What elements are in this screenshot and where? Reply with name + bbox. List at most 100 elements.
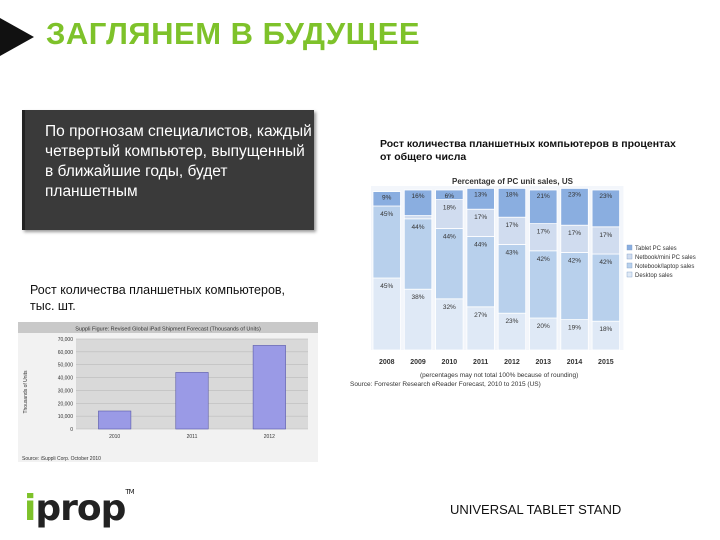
logo-tm: TM — [125, 488, 134, 496]
legend-label: Tablet PC sales — [635, 246, 677, 252]
right-bar-2015-seg3 — [591, 189, 621, 228]
right-data-label: 18% — [443, 205, 456, 212]
caption-percentage: Рост количества планшетных компьютеров в… — [380, 138, 676, 163]
right-bar-2009-seg1 — [403, 218, 433, 290]
right-data-label: 23% — [599, 193, 612, 200]
right-bar-2012-seg2 — [497, 216, 527, 245]
callout-text: По прогнозам специалистов, каждый четвер… — [45, 123, 312, 200]
page-title: ЗАГЛЯНЕМ В БУДУЩЕЕ — [46, 16, 421, 51]
right-data-label: 18% — [599, 326, 612, 333]
logo-i: i — [24, 488, 36, 529]
right-data-label: 20% — [537, 323, 550, 330]
legend-label: Desktop sales — [635, 273, 673, 279]
chart-title-bar — [18, 322, 318, 333]
right-chart-title: Percentage of PC unit sales, US — [452, 177, 574, 186]
right-bar-2012-seg0 — [497, 312, 527, 351]
left-bar-2012 — [252, 345, 286, 430]
right-data-label: 32% — [443, 304, 456, 311]
callout-box: По прогнозам специалистов, каждый четвер… — [22, 110, 314, 230]
right-bar-2008-seg3 — [372, 191, 401, 207]
right-data-label: 6% — [445, 193, 455, 200]
caption-units: Рост количества планшетных компьютеров, … — [30, 283, 286, 313]
right-xtick-label: 2015 — [598, 359, 614, 366]
iprop-logo: ipropTM — [24, 488, 135, 529]
left-xtick-label: 2011 — [187, 434, 198, 440]
left-ytick-label: 30,000 — [58, 388, 74, 394]
right-bar-2013-seg3 — [529, 189, 558, 224]
right-bar-2009-seg3 — [403, 189, 433, 217]
right-data-label: 13% — [474, 191, 487, 198]
left-xtick-label: 2012 — [264, 434, 275, 440]
right-data-label: 27% — [474, 312, 487, 319]
left-ytick-label: 40,000 — [58, 376, 74, 382]
right-data-label: 17% — [599, 232, 612, 239]
right-bar-2011-seg3 — [466, 187, 495, 210]
right-data-label: 9% — [382, 195, 392, 202]
left-chart-title: Suppli Figure: Revised Global iPad Shipm… — [75, 327, 261, 333]
right-data-label: 42% — [568, 257, 581, 264]
legend-label: Netbook/mini PC sales — [635, 255, 696, 261]
right-bar-2014-seg2 — [560, 224, 589, 253]
right-data-label: 17% — [474, 214, 487, 221]
right-data-label: 19% — [568, 325, 581, 332]
legend-swatch — [626, 244, 633, 251]
right-bar-2008-seg0 — [372, 277, 401, 351]
right-bar-2010-seg1 — [435, 228, 464, 300]
right-bar-2011-seg0 — [466, 306, 495, 351]
right-bar-2008-seg1 — [372, 205, 401, 279]
right-data-label: 45% — [380, 283, 393, 290]
right-bar-2014-seg3 — [560, 187, 589, 226]
left-chart-source: Source: iSuppli Corp. October 2010 — [22, 456, 101, 462]
legend-label: Notebook/laptop sales — [635, 264, 694, 270]
right-bar-2010-seg2 — [435, 199, 464, 229]
right-data-label: 38% — [412, 294, 425, 301]
right-bar-2013-seg2 — [529, 223, 558, 252]
right-bar-2015-seg1 — [591, 253, 621, 322]
right-bar-2009-seg2 — [403, 215, 433, 220]
right-data-label: 44% — [443, 233, 456, 240]
left-ytick-label: 0 — [70, 427, 73, 433]
right-bar-2011-seg2 — [466, 208, 495, 237]
left-ytick-label: 60,000 — [58, 350, 74, 356]
right-xtick-label: 2012 — [504, 359, 520, 366]
right-data-label: 45% — [380, 211, 393, 218]
right-data-label: 23% — [568, 191, 581, 198]
right-bar-2012-seg1 — [497, 244, 527, 314]
left-ytick-label: 50,000 — [58, 363, 74, 369]
ipad-forecast-chart: Suppli Figure: Revised Global iPad Shipm… — [18, 322, 318, 462]
right-xtick-label: 2008 — [379, 359, 395, 366]
footer-text: UNIVERSAL TABLET STAND — [450, 502, 622, 517]
right-chart-note: (percentages may not total 100% because … — [420, 372, 578, 379]
right-data-label: 44% — [412, 224, 425, 231]
right-bar-2012-seg3 — [497, 187, 527, 218]
left-chart-ylabel: Thousands of Units — [23, 370, 29, 414]
right-bar-2009-seg0 — [403, 288, 433, 351]
right-xtick-label: 2010 — [442, 359, 458, 366]
right-data-label: 18% — [505, 191, 518, 198]
right-bar-2013-seg0 — [529, 317, 558, 351]
right-data-label: 23% — [505, 318, 518, 325]
right-data-label: 42% — [599, 259, 612, 266]
right-xtick-label: 2011 — [473, 359, 488, 366]
right-bar-2010-seg3 — [435, 189, 464, 201]
right-data-label: 44% — [474, 241, 487, 248]
right-bar-2014-seg0 — [560, 319, 589, 351]
right-xtick-label: 2014 — [567, 359, 583, 366]
right-data-label: 21% — [537, 193, 550, 200]
left-xtick-label: 2010 — [109, 434, 120, 440]
left-bar-2011 — [175, 372, 209, 430]
right-data-label: 17% — [537, 229, 550, 236]
legend-swatch — [626, 271, 633, 278]
left-ytick-label: 10,000 — [58, 414, 74, 420]
right-data-label: 16% — [412, 193, 425, 200]
right-data-label: 43% — [505, 249, 518, 256]
pc-sales-percentage-chart: Percentage of PC unit sales, US 45% 45% 9%… — [350, 177, 696, 388]
title-arrow-icon — [0, 18, 34, 56]
right-bar-2015-seg2 — [591, 226, 621, 255]
right-data-label: 17% — [505, 222, 518, 229]
legend-swatch — [626, 253, 633, 260]
left-ytick-label: 70,000 — [58, 337, 74, 343]
right-data-label: 42% — [537, 256, 550, 263]
left-bar-2010 — [98, 410, 132, 430]
legend-swatch — [626, 262, 633, 269]
